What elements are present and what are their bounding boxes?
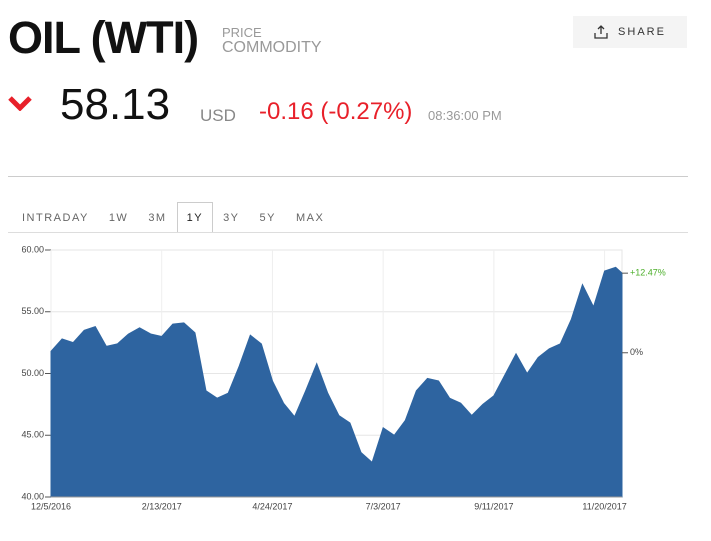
x-tick-label: 4/24/2017 xyxy=(252,501,292,511)
share-label: SHARE xyxy=(618,26,666,38)
share-button[interactable]: SHARE xyxy=(573,16,687,48)
range-tab[interactable]: 1Y xyxy=(176,202,214,232)
range-tab[interactable]: 5Y xyxy=(259,212,276,224)
range-tabs: INTRADAY 1W 3M 1Y 3Y 5Y MAX xyxy=(12,202,334,232)
range-tab[interactable]: 1W xyxy=(108,212,129,224)
share-icon xyxy=(594,25,608,39)
price-area xyxy=(50,266,623,498)
y-tick-label: 50.00 xyxy=(21,368,44,378)
y2-tick-label: +12.47% xyxy=(630,268,666,278)
x-tick-label: 9/11/2017 xyxy=(474,501,513,511)
category: COMMODITY xyxy=(222,39,322,56)
down-arrow xyxy=(8,96,32,111)
y2-tick-label: 0% xyxy=(630,347,643,357)
price: 58.13 xyxy=(60,80,171,129)
x-tick-label: 2/13/2017 xyxy=(142,501,182,511)
y-tick-label: 45.00 xyxy=(21,430,44,440)
range-tab[interactable]: MAX xyxy=(296,212,325,224)
x-tick-label: 12/5/2016 xyxy=(31,501,71,511)
range-tab[interactable]: 3M xyxy=(148,212,167,224)
time: 08:36:00 PM xyxy=(428,108,502,123)
range-tab[interactable]: 3Y xyxy=(223,212,240,224)
divider xyxy=(8,232,688,233)
x-tick-label: 11/20/2017 xyxy=(582,501,626,511)
y-tick-label: 40.00 xyxy=(21,491,44,501)
currency: USD xyxy=(200,106,236,125)
y-tick-label: 55.00 xyxy=(21,306,44,316)
title: OIL (WTI) xyxy=(8,12,199,63)
x-tick-label: 7/3/2017 xyxy=(366,501,401,511)
divider xyxy=(8,176,688,177)
change: -0.16 (-0.27%) xyxy=(259,98,413,125)
y-tick-label: 60.00 xyxy=(21,244,44,254)
range-tab[interactable]: INTRADAY xyxy=(22,212,89,224)
kind: PRICE xyxy=(222,25,262,40)
